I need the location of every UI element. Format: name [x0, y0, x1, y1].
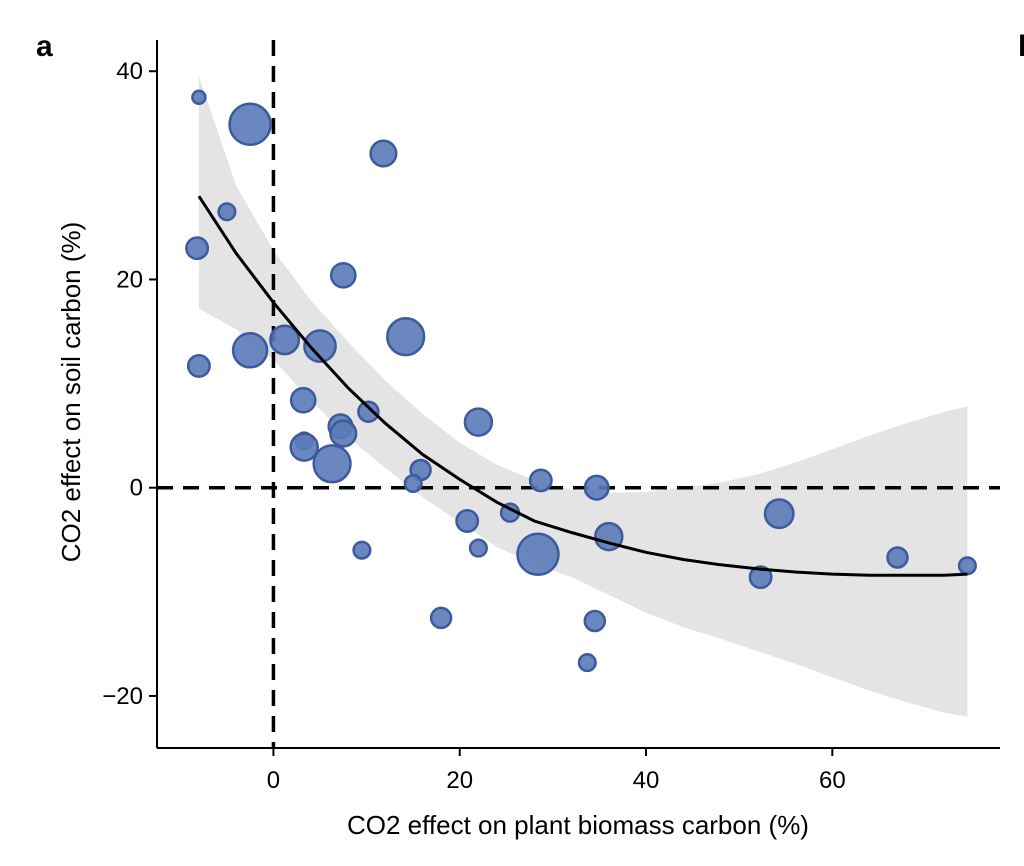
data-point: [429, 606, 453, 630]
data-point: [185, 236, 210, 261]
y-tick-label: −20: [102, 683, 143, 710]
data-point: [386, 317, 426, 357]
data-point: [289, 386, 317, 414]
next-panel-label: b: [1018, 30, 1024, 63]
data-point: [289, 432, 319, 462]
data-point: [455, 509, 480, 533]
data-point: [403, 473, 423, 494]
data-point: [191, 89, 207, 106]
data-point: [357, 400, 380, 423]
reference-lines-group: [157, 40, 1000, 748]
x-tick-label: 0: [267, 767, 280, 794]
data-point: [516, 532, 560, 577]
data-point: [583, 609, 607, 633]
data-point: [468, 538, 488, 558]
data-point: [329, 419, 358, 448]
data-point: [528, 468, 553, 493]
data-point: [269, 324, 301, 356]
confidence-band: [198, 76, 968, 717]
fit-line: [197, 195, 968, 577]
data-point: [231, 332, 269, 369]
data-point: [228, 102, 272, 147]
data-point: [463, 407, 494, 437]
data-point: [957, 556, 977, 576]
data-point: [583, 474, 610, 501]
panel-label: a: [36, 30, 53, 63]
data-point: [577, 653, 597, 673]
axes-group: 0 20 40 60 −20 0 20 40: [102, 40, 1000, 794]
data-point: [303, 329, 337, 363]
data-point: [886, 546, 909, 569]
data-point: [329, 261, 357, 289]
y-axis-label: CO2 effect on soil carbon (%): [56, 222, 86, 563]
y-tick-label: 20: [116, 266, 143, 293]
data-point: [217, 202, 237, 222]
data-point: [186, 353, 211, 378]
x-tick-label: 40: [633, 767, 660, 794]
confidence-band-group: [198, 76, 968, 717]
data-point: [763, 498, 795, 530]
data-point: [312, 444, 352, 484]
y-tick-label: 40: [116, 58, 143, 85]
data-point: [352, 540, 372, 560]
y-tick-label: 0: [130, 475, 143, 502]
x-tick-label: 20: [446, 767, 473, 794]
data-point: [748, 565, 773, 590]
x-axis-label: CO2 effect on plant biomass carbon (%): [347, 810, 809, 840]
fit-line-group: [197, 195, 968, 577]
x-tick-label: 60: [819, 767, 846, 794]
data-point: [369, 139, 398, 168]
